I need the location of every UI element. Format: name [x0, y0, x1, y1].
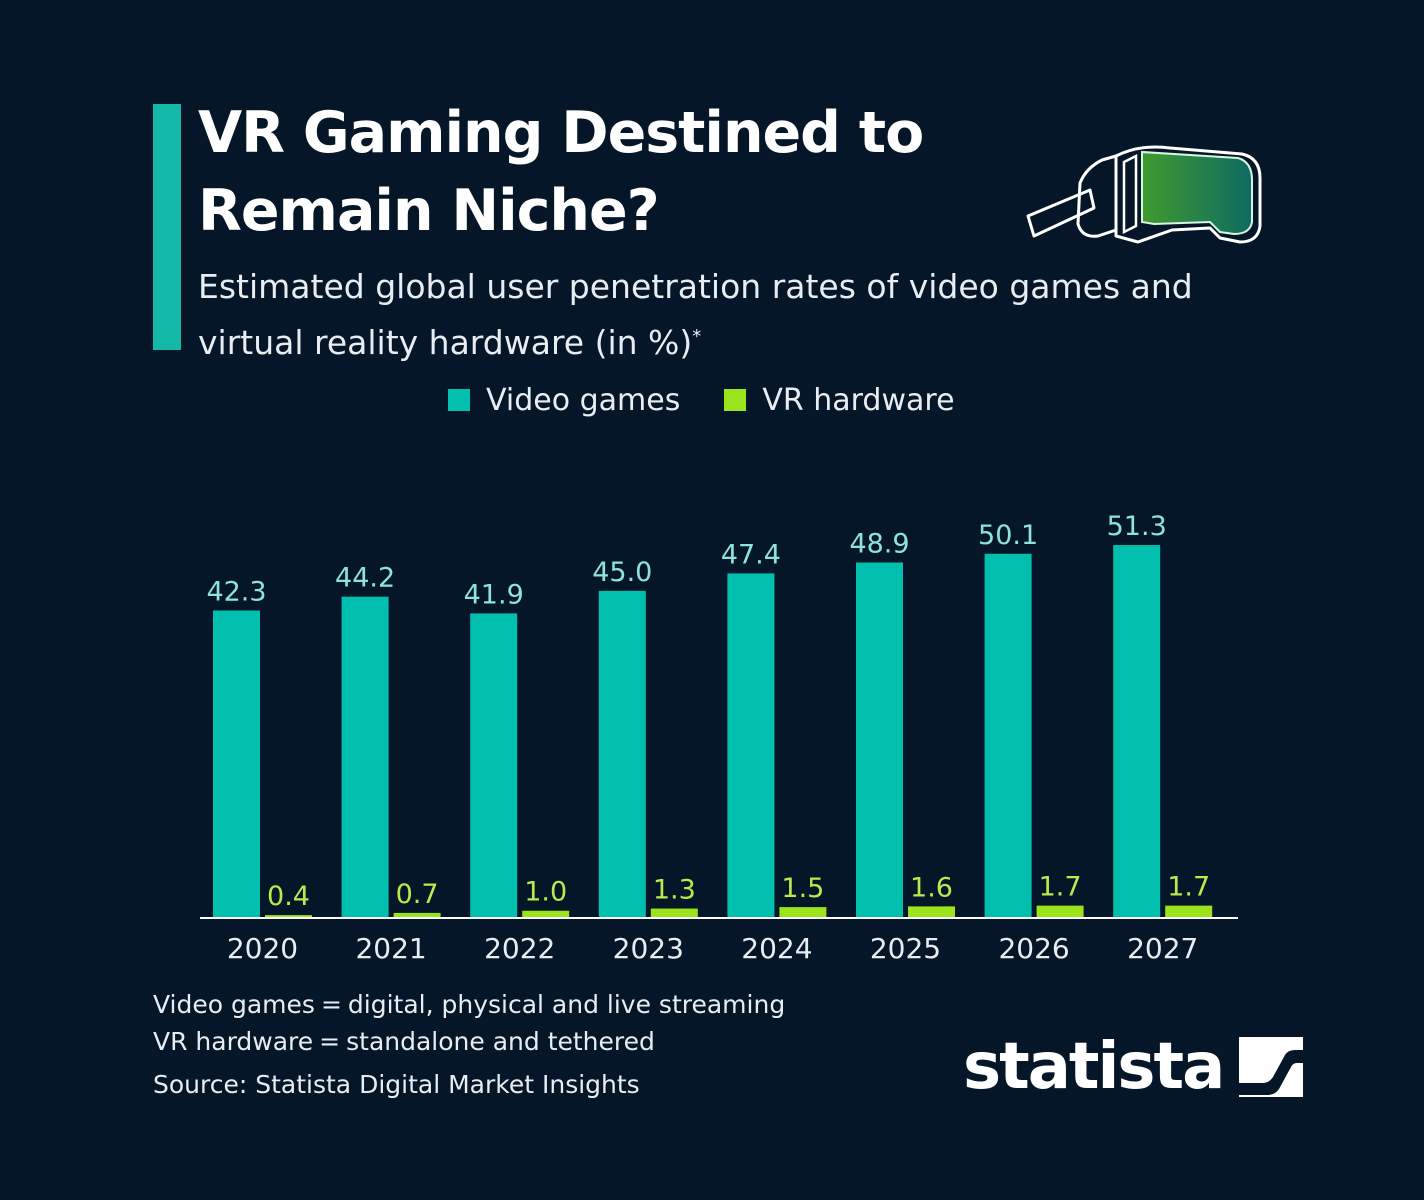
x-tick-label-2021: 2021 — [355, 932, 426, 965]
vr-headset-icon — [1026, 145, 1262, 244]
bar-vr-hardware-2023 — [650, 908, 698, 918]
data-label-vr-hardware-2020: 0.4 — [267, 881, 310, 912]
bar-video-games-2024 — [727, 573, 775, 918]
legend-label-vr-hardware: VR hardware — [762, 382, 955, 418]
source-note: Source: Statista Digital Market Insights — [153, 1070, 640, 1099]
data-label-vr-hardware-2027: 1.7 — [1167, 872, 1210, 903]
data-label-vr-hardware-2026: 1.7 — [1039, 872, 1082, 903]
footnote-term: Video games — [153, 990, 315, 1019]
bar-vr-hardware-2024 — [779, 907, 827, 918]
footnote-equals: = — [319, 1027, 341, 1056]
bar-video-games-2025 — [856, 562, 903, 918]
x-tick-label-2022: 2022 — [484, 932, 555, 965]
bar-vr-hardware-2025 — [908, 906, 955, 918]
data-label-video-games-2022: 41.9 — [464, 579, 524, 610]
bar-video-games-2023 — [598, 590, 646, 918]
data-label-vr-hardware-2024: 1.5 — [781, 873, 824, 904]
data-label-video-games-2024: 47.4 — [721, 539, 781, 570]
bar-video-games-2026 — [984, 553, 1032, 918]
bar-vr-hardware-2022 — [522, 910, 570, 918]
footnote-definition: digital, physical and live streaming — [347, 990, 786, 1019]
subtitle-footnote-marker: * — [692, 326, 702, 347]
data-label-vr-hardware-2025: 1.6 — [910, 872, 953, 903]
bar-vr-hardware-2021 — [393, 912, 441, 918]
footnote-definition: standalone and tethered — [346, 1027, 655, 1056]
footnote-video-games: Video games = digital, physical and live s… — [153, 986, 785, 1023]
statista-logo[interactable]: statista — [963, 1030, 1304, 1104]
bar-video-games-2027 — [1113, 545, 1161, 918]
data-label-video-games-2021: 44.2 — [335, 563, 395, 594]
data-label-vr-hardware-2022: 1.0 — [524, 877, 567, 908]
bar-vr-hardware-2020 — [265, 915, 312, 918]
chart-title: VR Gaming Destined to Remain Niche? — [198, 100, 924, 244]
chart-legend: Video games VR hardware — [448, 379, 955, 421]
subtitle-text: Estimated global user penetration rates … — [198, 267, 1193, 362]
x-tick-label-2027: 2027 — [1127, 932, 1198, 965]
chart-subtitle: Estimated global user penetration rates … — [198, 262, 1278, 368]
x-tick-label-2024: 2024 — [741, 932, 812, 965]
statista-logo-mark — [1239, 1037, 1304, 1097]
data-label-vr-hardware-2021: 0.7 — [396, 879, 439, 910]
bar-vr-hardware-2027 — [1165, 905, 1213, 918]
data-label-video-games-2020: 42.3 — [206, 576, 266, 607]
data-label-video-games-2026: 50.1 — [978, 520, 1038, 551]
data-label-video-games-2023: 45.0 — [592, 557, 652, 588]
bar-video-games-2021 — [341, 596, 389, 918]
bar-chart: 42.3 0.4 2020 44.2 0.7 2021 41.9 1.0 2022 45.0 1.3… — [200, 511, 1238, 965]
bar-vr-hardware-2026 — [1036, 905, 1084, 918]
x-tick-label-2023: 2023 — [613, 932, 684, 965]
legend-label-video-games: Video games — [486, 382, 681, 418]
footnote-equals: = — [320, 990, 342, 1019]
data-label-video-games-2025: 48.9 — [849, 528, 909, 559]
footnote-vr-hardware: VR hardware = standalone and tethered — [153, 1023, 785, 1060]
legend-swatch-video-games — [448, 389, 470, 411]
legend-item-vr-hardware: VR hardware — [724, 382, 955, 418]
data-label-vr-hardware-2023: 1.3 — [653, 875, 696, 906]
x-tick-label-2020: 2020 — [227, 932, 298, 965]
footnotes: Video games = digital, physical and live s… — [153, 986, 785, 1103]
data-label-video-games-2027: 51.3 — [1107, 511, 1167, 542]
bar-video-games-2020 — [213, 610, 260, 918]
bar-video-games-2022 — [470, 613, 518, 918]
statista-logo-text: statista — [963, 1030, 1225, 1104]
legend-swatch-vr-hardware — [724, 389, 747, 411]
footnote-term: VR hardware — [153, 1027, 314, 1056]
x-tick-label-2026: 2026 — [998, 932, 1069, 965]
x-tick-label-2025: 2025 — [870, 932, 941, 965]
legend-item-video-games: Video games — [448, 383, 680, 418]
title-accent-bar — [153, 104, 181, 350]
